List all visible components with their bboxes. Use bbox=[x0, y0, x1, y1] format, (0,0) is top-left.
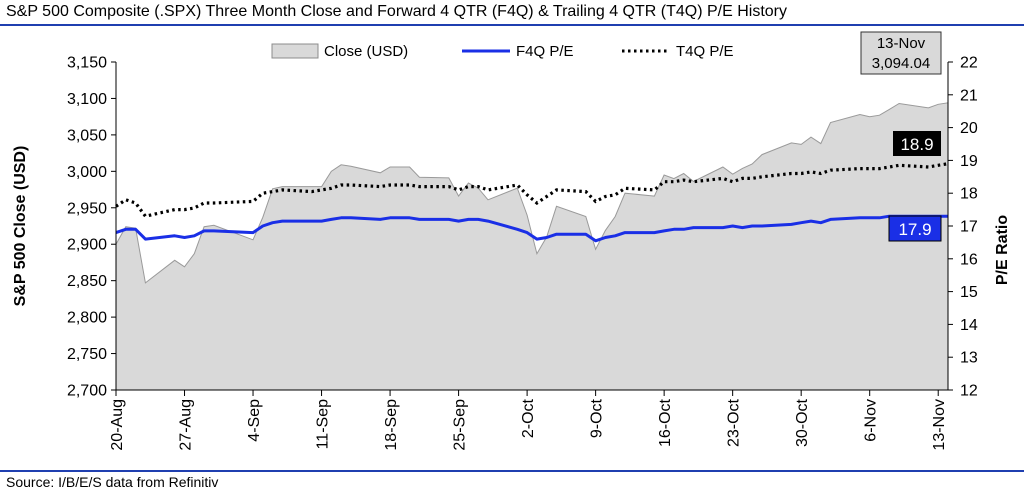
x-tick-label: 25-Sep bbox=[452, 399, 469, 451]
y-left-tick-label: 2,950 bbox=[67, 200, 107, 217]
y-right-tick-label: 22 bbox=[960, 55, 978, 72]
x-tick-label: 30-Oct bbox=[794, 398, 811, 447]
x-tick-label: 16-Oct bbox=[657, 398, 674, 447]
legend-close-label: Close (USD) bbox=[324, 43, 408, 60]
y-right-tick-label: 21 bbox=[960, 87, 978, 104]
y-right-tick-label: 17 bbox=[960, 219, 978, 236]
legend-close-swatch bbox=[271, 43, 319, 59]
y-left-tick-label: 3,150 bbox=[67, 55, 107, 72]
last-close-callout: 13-Nov 3,094.04 bbox=[860, 31, 942, 75]
y-left-axis-label: S&P 500 Close (USD) bbox=[12, 146, 29, 307]
y-right-tick-label: 14 bbox=[960, 317, 978, 334]
pe-lines-layer bbox=[115, 162, 949, 243]
bottom-rule bbox=[0, 470, 1024, 472]
y-right-tick-label: 12 bbox=[960, 383, 978, 400]
y-right-axis-label: P/E Ratio bbox=[994, 215, 1011, 285]
x-tick-label: 11-Sep bbox=[315, 399, 332, 450]
close-area-layer bbox=[115, 102, 949, 391]
f4q-last-value: 17.9 bbox=[898, 220, 931, 239]
y-right-tick-label: 16 bbox=[960, 251, 978, 268]
x-tick-label: 4-Sep bbox=[246, 399, 263, 442]
t4q-pe-line bbox=[115, 162, 949, 218]
x-tick-label: 9-Oct bbox=[589, 398, 606, 438]
y-left-tick-label: 3,100 bbox=[67, 91, 107, 108]
source-note: Source: I/B/E/S data from Refinitiv bbox=[6, 474, 219, 490]
f4q-last-box bbox=[888, 215, 942, 242]
x-tick-label: 18-Sep bbox=[383, 399, 400, 451]
y-left-tick-label: 2,850 bbox=[67, 273, 107, 290]
y-left-tick-label: 2,900 bbox=[67, 237, 107, 254]
x-tick-label: 6-Nov bbox=[863, 399, 880, 442]
x-tick-label: 20-Aug bbox=[109, 399, 126, 451]
y-left-tick-label: 3,000 bbox=[67, 164, 107, 181]
axes-layer: 2,700 2,750 2,800 2,850 2,900 2,950 3,000 3,050… bbox=[67, 55, 978, 451]
t4q-last-box bbox=[893, 131, 941, 156]
pe-history-chart: 2,700 2,750 2,800 2,850 2,900 2,950 3,000 3,050… bbox=[12, 31, 1011, 451]
f4q-pe-line bbox=[115, 214, 948, 243]
x-tick-label: 23-Oct bbox=[726, 398, 743, 447]
chart-legend: Close (USD) F4Q P/E T4Q P/E bbox=[271, 43, 734, 60]
legend-f4q-label: F4Q P/E bbox=[516, 43, 574, 60]
y-left-tick-label: 2,700 bbox=[67, 383, 107, 400]
y-right-tick-label: 13 bbox=[960, 350, 978, 367]
last-close-box bbox=[860, 31, 942, 75]
y-left-tick-label: 2,800 bbox=[67, 310, 107, 327]
y-left-tick-label: 3,050 bbox=[67, 127, 107, 144]
y-right-tick-label: 18 bbox=[960, 186, 978, 203]
t4q-last-value: 18.9 bbox=[900, 135, 933, 154]
last-close-value: 3,094.04 bbox=[872, 55, 930, 72]
f4q-last-callout: 17.9 bbox=[888, 215, 942, 242]
last-date-label: 13-Nov bbox=[877, 35, 926, 52]
x-tick-label: 2-Oct bbox=[520, 398, 537, 438]
x-tick-label: 27-Aug bbox=[178, 399, 195, 451]
y-left-tick-label: 2,750 bbox=[67, 346, 107, 363]
top-rule bbox=[0, 24, 1024, 26]
y-right-tick-label: 19 bbox=[960, 153, 978, 170]
x-tick-label: 13-Nov bbox=[931, 399, 948, 451]
legend-t4q-label: T4Q P/E bbox=[676, 43, 734, 60]
y-right-tick-label: 20 bbox=[960, 120, 978, 137]
y-right-tick-label: 15 bbox=[960, 284, 978, 301]
close-area-series bbox=[115, 102, 949, 391]
chart-title: S&P 500 Composite (.SPX) Three Month Clo… bbox=[6, 3, 787, 20]
t4q-last-callout: 18.9 bbox=[893, 131, 941, 156]
